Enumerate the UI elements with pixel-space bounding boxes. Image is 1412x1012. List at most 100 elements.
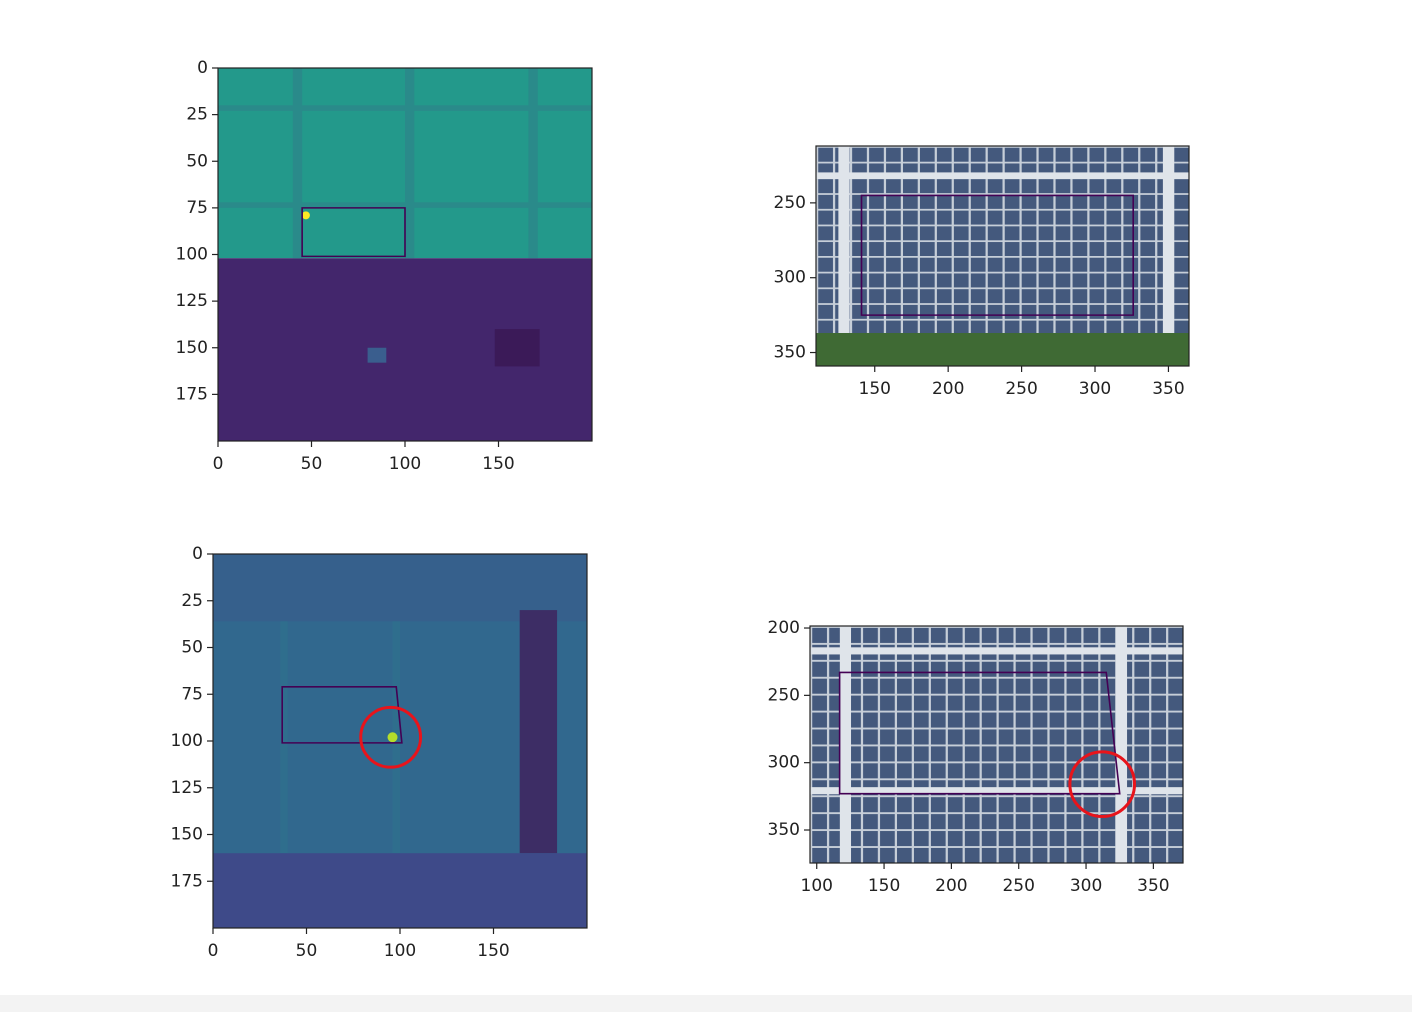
x-tick-label: 150 (868, 876, 900, 896)
panel-line (810, 626, 1183, 628)
y-tick-label: 350 (768, 820, 800, 840)
defect-circle (1068, 750, 1137, 819)
frame (810, 647, 1183, 655)
axes (218, 68, 592, 441)
panel-line (810, 727, 1183, 730)
panel-line (810, 829, 1183, 832)
y-tick-label: 50 (186, 151, 208, 171)
panel-line (816, 240, 1189, 243)
axes-frame (809, 625, 1184, 864)
x-tick-label: 250 (1005, 379, 1037, 399)
defect-circle (359, 705, 423, 769)
y-tick-label: 25 (181, 591, 203, 611)
panel-line (810, 761, 1183, 764)
image-region (218, 202, 592, 208)
y-tick-label: 50 (181, 638, 203, 658)
x-tick-label: 100 (801, 876, 833, 896)
axes-frame (815, 145, 1190, 367)
axes (213, 554, 587, 928)
panel-line (810, 812, 1183, 815)
image-region (519, 610, 558, 854)
axes (816, 146, 1189, 366)
y-tick-label: 200 (768, 618, 800, 638)
y-tick-label: 300 (774, 268, 806, 288)
frame (839, 626, 852, 863)
panel-line (816, 146, 1189, 148)
image-region (405, 68, 415, 259)
x-tick-label: 50 (301, 454, 323, 474)
hotspot (387, 732, 398, 743)
y-tick-label: 350 (774, 343, 806, 363)
panel-line (810, 693, 1183, 696)
panel-line (816, 193, 1189, 195)
y-tick-label: 150 (171, 825, 203, 845)
panel-line (810, 676, 1183, 679)
panel-line (810, 642, 1183, 645)
panel-line (810, 744, 1183, 747)
image-region (367, 347, 387, 363)
panel-line (810, 659, 1183, 662)
frame (838, 146, 850, 366)
region-outline (281, 685, 403, 744)
x-tick-label: 0 (213, 454, 224, 474)
image-region (218, 105, 592, 111)
panel-line (816, 287, 1189, 290)
y-tick-label: 250 (774, 193, 806, 213)
panel-line (816, 303, 1189, 305)
axes (810, 626, 1183, 863)
image-region (292, 68, 303, 259)
x-tick-label: 100 (384, 941, 416, 961)
y-tick-label: 75 (181, 684, 203, 704)
panel-line (816, 208, 1189, 211)
vegetation (816, 333, 1189, 366)
y-tick-label: 150 (176, 338, 208, 358)
x-tick-label: 0 (208, 941, 219, 961)
frame (816, 172, 1189, 179)
image-region (280, 621, 288, 854)
y-tick-label: 0 (197, 58, 208, 78)
y-tick-label: 75 (186, 198, 208, 218)
panel-line (810, 795, 1183, 798)
region-outline (860, 194, 1134, 316)
image-region (494, 329, 540, 367)
hotspot (301, 211, 310, 220)
x-tick-label: 300 (1079, 379, 1111, 399)
footer-strip (0, 995, 1412, 1012)
frame (1162, 146, 1175, 366)
x-tick-label: 200 (932, 379, 964, 399)
panel-line (816, 271, 1189, 274)
y-tick-label: 250 (768, 685, 800, 705)
y-tick-label: 175 (171, 871, 203, 891)
frame (810, 787, 1183, 795)
y-tick-label: 125 (176, 291, 208, 311)
x-tick-label: 300 (1070, 876, 1102, 896)
image-region (528, 68, 538, 259)
y-tick-label: 100 (176, 245, 208, 265)
x-tick-label: 100 (389, 454, 421, 474)
y-tick-label: 25 (186, 105, 208, 125)
y-tick-label: 100 (171, 731, 203, 751)
x-tick-label: 350 (1152, 379, 1184, 399)
panel-line (816, 318, 1189, 321)
frame (1115, 626, 1128, 863)
x-tick-label: 350 (1137, 876, 1169, 896)
image-region (213, 853, 587, 928)
x-tick-label: 250 (1002, 876, 1034, 896)
panel-line (810, 710, 1183, 713)
region-outline (838, 671, 1121, 795)
panel-line (816, 256, 1189, 258)
y-tick-label: 125 (171, 778, 203, 798)
x-tick-label: 150 (482, 454, 514, 474)
x-tick-label: 200 (935, 876, 967, 896)
region-outline (301, 207, 406, 258)
x-tick-label: 150 (477, 941, 509, 961)
y-tick-label: 0 (192, 544, 203, 564)
y-tick-label: 175 (176, 384, 208, 404)
x-tick-label: 150 (859, 379, 891, 399)
panel-line (816, 161, 1189, 164)
panel-line (810, 778, 1183, 781)
y-tick-label: 300 (768, 753, 800, 773)
x-tick-label: 50 (296, 941, 318, 961)
panel-line (810, 846, 1183, 848)
